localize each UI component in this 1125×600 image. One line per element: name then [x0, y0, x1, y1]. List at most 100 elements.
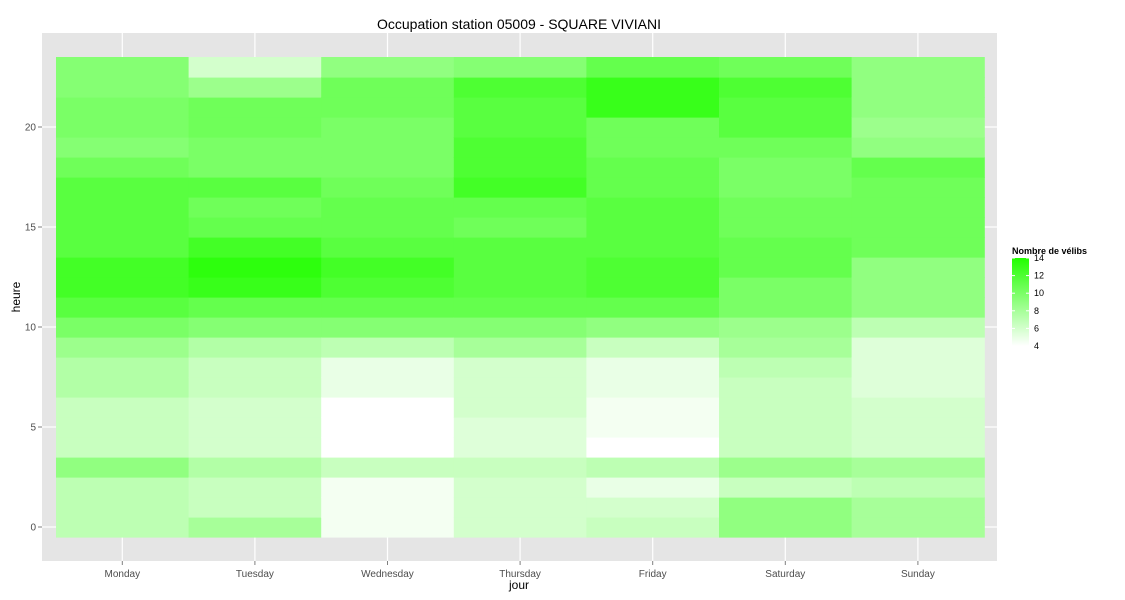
heatmap-tile: [321, 257, 455, 278]
heatmap-tile: [188, 437, 322, 458]
heatmap-tile: [719, 317, 853, 338]
heatmap-tile: [188, 497, 322, 518]
heatmap-tile: [851, 357, 985, 378]
heatmap-tile: [56, 477, 190, 498]
heatmap-tile: [586, 517, 720, 538]
heatmap-tile: [188, 357, 322, 378]
legend-title: Nombre de vélibs: [1012, 246, 1087, 256]
heatmap-tile: [56, 357, 190, 378]
heatmap-tile: [851, 437, 985, 458]
heatmap-tile: [851, 397, 985, 418]
y-tick-label: 5: [30, 423, 36, 434]
heatmap-tile: [188, 257, 322, 278]
heatmap-tile: [188, 317, 322, 338]
heatmap-tile: [453, 377, 587, 398]
heatmap-tile: [586, 497, 720, 518]
heatmap-tile: [321, 377, 455, 398]
heatmap-tile: [56, 317, 190, 338]
heatmap-tile: [586, 377, 720, 398]
x-tick-label: Thursday: [499, 569, 541, 580]
heatmap-tile: [719, 77, 853, 98]
heatmap-tile: [453, 457, 587, 478]
heatmap-tile: [321, 277, 455, 298]
heatmap-tile: [56, 497, 190, 518]
heatmap-tile: [719, 157, 853, 178]
heatmap-tile: [851, 377, 985, 398]
heatmap-tile: [188, 137, 322, 158]
heatmap-tile: [719, 297, 853, 318]
x-axis-title: jour: [508, 578, 529, 592]
heatmap-tile: [188, 297, 322, 318]
heatmap-tile: [851, 77, 985, 98]
heatmap-tile: [453, 517, 587, 538]
heatmap-tile: [321, 457, 455, 478]
heatmap-tile: [719, 457, 853, 478]
heatmap-tile: [321, 237, 455, 258]
heatmap-tile: [851, 157, 985, 178]
heatmap-tile: [321, 337, 455, 358]
heatmap-tile: [56, 257, 190, 278]
heatmap-tile: [586, 257, 720, 278]
heatmap-tile: [719, 337, 853, 358]
heatmap-tile: [453, 277, 587, 298]
heatmap-tile: [719, 137, 853, 158]
heatmap-tile: [851, 197, 985, 218]
heatmap-tile: [453, 97, 587, 118]
legend: Nombre de vélibs 4 6 8 10 12 14: [1012, 246, 1087, 351]
heatmap-tile: [719, 377, 853, 398]
heatmap-tile: [56, 337, 190, 358]
heatmap-tile: [586, 137, 720, 158]
x-tick-label: Friday: [639, 569, 667, 580]
heatmap-tile: [453, 497, 587, 518]
heatmap-tile: [586, 357, 720, 378]
y-axis-title: heure: [9, 281, 23, 312]
heatmap-tile: [453, 237, 587, 258]
y-tick-label: 15: [25, 223, 37, 234]
heatmap-tile: [453, 217, 587, 238]
heatmap-tile: [586, 197, 720, 218]
x-tick-label: Sunday: [901, 569, 935, 580]
x-tick-label: Tuesday: [236, 569, 274, 580]
heatmap-tile: [719, 277, 853, 298]
heatmap-tile: [453, 77, 587, 98]
heatmap-tile: [188, 57, 322, 78]
heatmap-tile: [453, 317, 587, 338]
heatmap-tile: [321, 177, 455, 198]
heatmap-tile: [321, 117, 455, 138]
heatmap-tile: [586, 397, 720, 418]
heatmap-tile: [188, 397, 322, 418]
legend-tick-label: 12: [1034, 271, 1044, 281]
heatmap-tile: [586, 237, 720, 258]
heatmap-tile: [453, 157, 587, 178]
heatmap-tile: [188, 277, 322, 298]
heatmap-tile: [586, 477, 720, 498]
heatmap-tile: [719, 237, 853, 258]
x-tick-label: Saturday: [765, 569, 805, 580]
x-tick-label: Wednesday: [361, 569, 414, 580]
heatmap-tile: [851, 297, 985, 318]
heatmap-tile: [321, 217, 455, 238]
heatmap-tile: [56, 137, 190, 158]
heatmap-tile: [851, 317, 985, 338]
heatmap-tile: [586, 297, 720, 318]
heatmap-tile: [851, 217, 985, 238]
heatmap-tile: [453, 177, 587, 198]
heatmap-tile: [719, 57, 853, 78]
heatmap-tile: [851, 257, 985, 278]
heatmap-tile: [56, 297, 190, 318]
heatmap-tile: [56, 117, 190, 138]
heatmap-tile: [321, 57, 455, 78]
heatmap-tile: [453, 417, 587, 438]
heatmap-tile: [188, 417, 322, 438]
heatmap-tile: [56, 157, 190, 178]
heatmap-tile: [56, 397, 190, 418]
heatmap-tile: [321, 137, 455, 158]
heatmap-tile: [321, 477, 455, 498]
legend-tick-label: 8: [1034, 306, 1039, 316]
heatmap-tile: [453, 117, 587, 138]
y-tick-label: 0: [30, 523, 36, 534]
heatmap-tile: [586, 437, 720, 458]
heatmap-tile: [453, 137, 587, 158]
heatmap-tile: [719, 177, 853, 198]
legend-tick-label: 6: [1034, 323, 1039, 333]
